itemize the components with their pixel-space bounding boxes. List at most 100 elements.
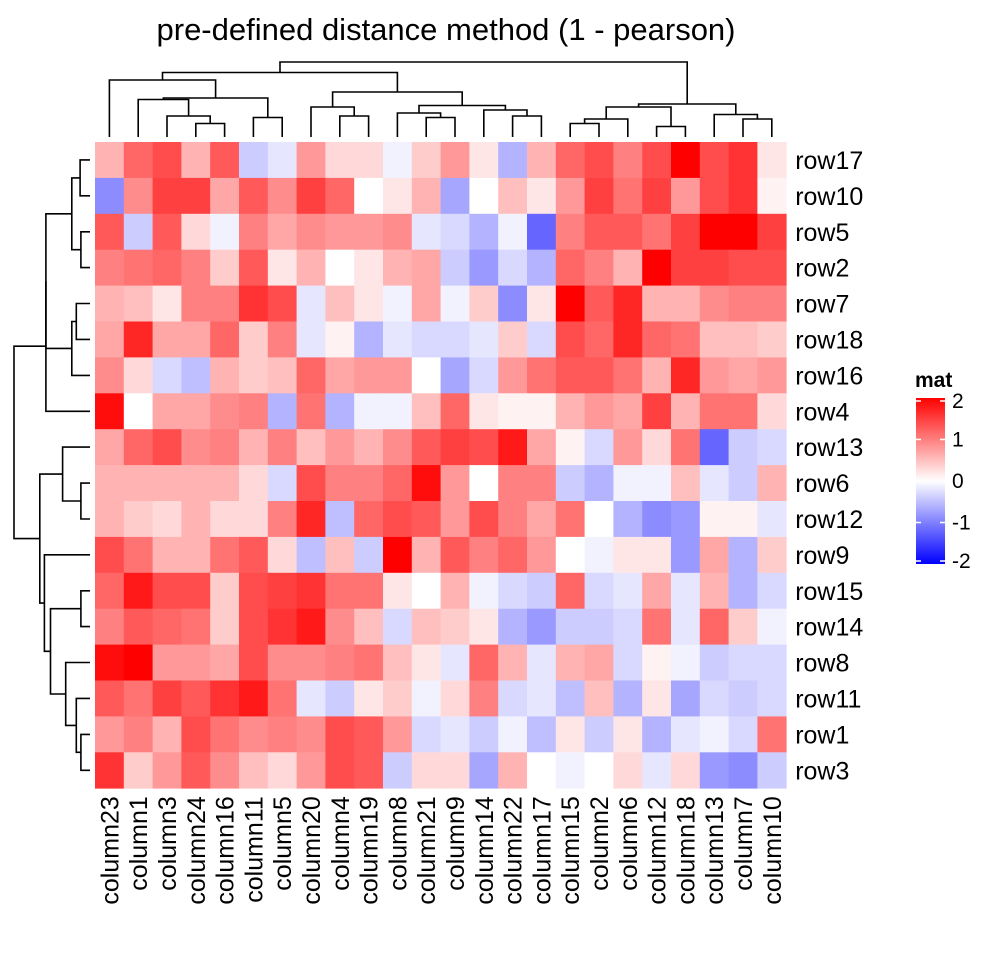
- heatmap-cell: [239, 142, 269, 179]
- heatmap-cell: [527, 142, 557, 179]
- heatmap-cell: [555, 572, 585, 610]
- heatmap-cell: [440, 572, 470, 610]
- heatmap-cell: [267, 321, 297, 358]
- heatmap-cell: [411, 142, 441, 179]
- heatmap-cell: [181, 572, 211, 610]
- heatmap-cell: [699, 429, 729, 466]
- heatmap-cell: [757, 142, 787, 179]
- heatmap-cell: [642, 716, 672, 753]
- row-label: row6: [795, 470, 849, 498]
- heatmap-cell: [181, 357, 211, 394]
- heatmap-cell: [152, 213, 182, 251]
- heatmap-cell: [123, 752, 153, 789]
- heatmap-cell: [728, 752, 758, 789]
- heatmap-cell: [613, 536, 643, 574]
- heatmap-cell: [527, 680, 557, 717]
- heatmap-cell: [469, 321, 499, 358]
- heatmap-cell: [671, 142, 701, 179]
- column-dendrogram-branch: [511, 115, 543, 137]
- heatmap-cell: [325, 501, 355, 538]
- heatmap-cell: [699, 249, 729, 286]
- heatmap-cell: [383, 393, 413, 430]
- heatmap-cell: [699, 465, 729, 502]
- heatmap-cell: [267, 177, 297, 215]
- heatmap-cell: [527, 716, 557, 753]
- heatmap-cell: [411, 249, 441, 286]
- heatmap-cell: [210, 680, 240, 717]
- heatmap-cell: [123, 142, 153, 179]
- heatmap-cell: [354, 393, 384, 430]
- heatmap-cell: [95, 321, 125, 358]
- heatmap-cell: [325, 285, 355, 322]
- heatmap-cell: [728, 572, 758, 610]
- heatmap-cell: [296, 501, 326, 538]
- heatmap-cell: [527, 393, 557, 430]
- heatmap-cell: [498, 321, 528, 358]
- row-dendrogram-branch: [39, 473, 63, 604]
- heatmap-cell: [671, 213, 701, 251]
- heatmap-cell: [267, 536, 297, 574]
- heatmap-cell: [267, 213, 297, 251]
- heatmap-cell: [613, 429, 643, 466]
- heatmap-cell: [613, 142, 643, 179]
- column-dendrogram-branch: [137, 98, 190, 137]
- heatmap-cell: [123, 536, 153, 574]
- heatmap-cell: [469, 177, 499, 215]
- heatmap-cell: [757, 321, 787, 358]
- row-label: row7: [795, 291, 849, 319]
- heatmap-cell: [584, 357, 614, 394]
- heatmap-cell: [469, 536, 499, 574]
- column-dendrogram-branch: [108, 79, 217, 137]
- heatmap-cell: [527, 536, 557, 574]
- heatmap-cell: [411, 644, 441, 681]
- heatmap-cell: [152, 285, 182, 322]
- heatmap-cell: [613, 213, 643, 251]
- heatmap-cell: [411, 393, 441, 430]
- heatmap-cell: [555, 680, 585, 717]
- heatmap-cell: [411, 716, 441, 753]
- heatmap-cell: [642, 142, 672, 179]
- heatmap-cell: [584, 321, 614, 358]
- heatmap-cell: [383, 213, 413, 251]
- column-dendrogram-branch: [310, 106, 355, 137]
- heatmap-cell: [642, 608, 672, 645]
- heatmap-cell: [584, 572, 614, 610]
- heatmap-cell: [95, 177, 125, 215]
- heatmap-cell: [267, 716, 297, 753]
- heatmap-cell: [239, 177, 269, 215]
- heatmap-cell: [239, 752, 269, 789]
- heatmap-cell: [671, 429, 701, 466]
- heatmap-cell: [728, 142, 758, 179]
- heatmap-cell: [325, 393, 355, 430]
- heatmap-cell: [440, 142, 470, 179]
- heatmap-cell: [210, 249, 240, 286]
- heatmap-cell: [296, 536, 326, 574]
- heatmap-cell: [239, 213, 269, 251]
- heatmap-cell: [354, 321, 384, 358]
- heatmap-cell: [699, 321, 729, 358]
- heatmap-cell: [469, 644, 499, 681]
- row-label: row10: [795, 183, 863, 211]
- heatmap-cell: [296, 142, 326, 179]
- heatmap-cell: [325, 357, 355, 394]
- heatmap-cell: [642, 536, 672, 574]
- heatmap-cell: [728, 321, 758, 358]
- heatmap-cell: [757, 465, 787, 502]
- heatmap-cell: [239, 536, 269, 574]
- row-dendrogram-branch: [75, 697, 90, 754]
- heatmap-cell: [613, 465, 643, 502]
- heatmap-cell: [584, 465, 614, 502]
- heatmap-cell: [699, 357, 729, 394]
- heatmap-cell: [440, 752, 470, 789]
- heatmap-cell: [354, 536, 384, 574]
- heatmap-cell: [642, 752, 672, 789]
- heatmap-cell: [123, 608, 153, 645]
- heatmap-cell: [354, 357, 384, 394]
- heatmap-cell: [411, 465, 441, 502]
- heatmap-cell: [642, 285, 672, 322]
- heatmap-cell: [383, 249, 413, 286]
- heatmap-cell: [613, 752, 643, 789]
- heatmap-cell: [584, 249, 614, 286]
- heatmap-cell: [325, 465, 355, 502]
